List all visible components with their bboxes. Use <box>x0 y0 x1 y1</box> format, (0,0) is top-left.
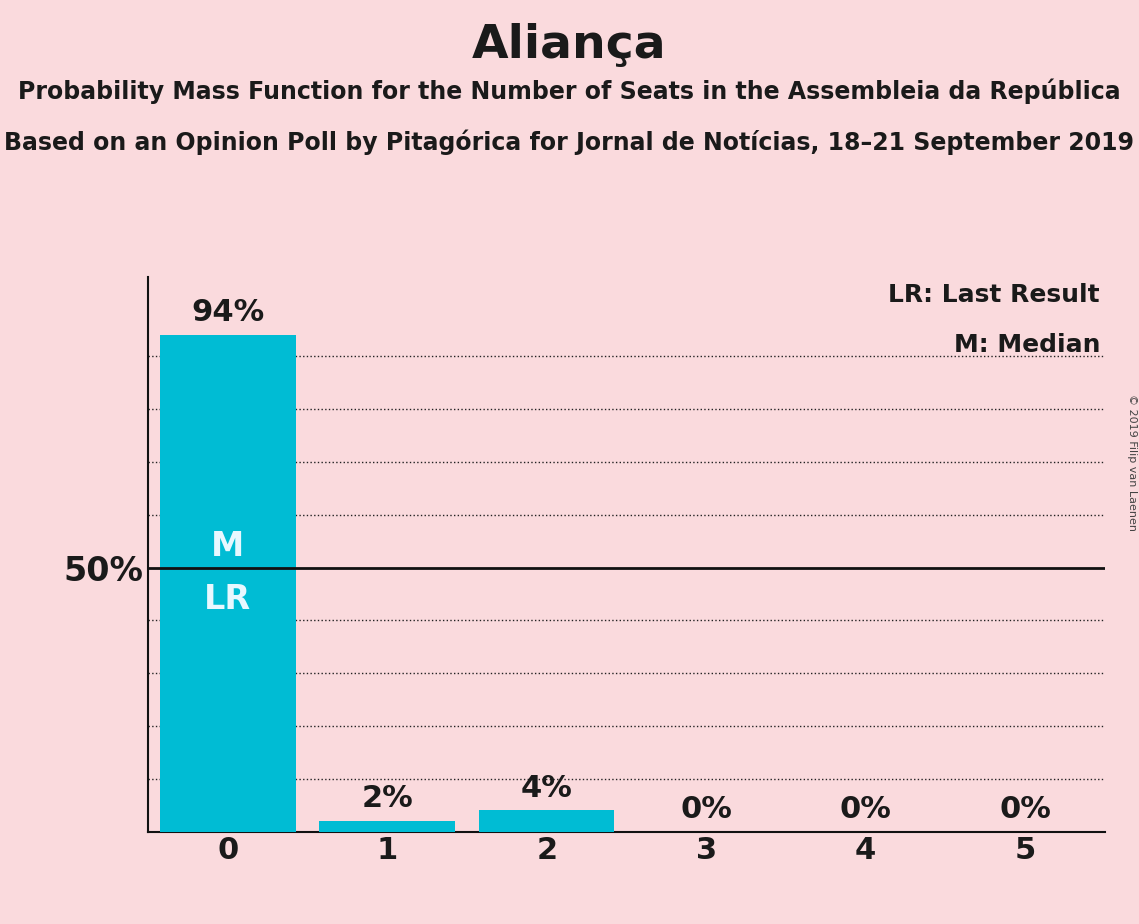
Bar <box>478 810 614 832</box>
Text: LR: Last Result: LR: Last Result <box>888 283 1100 307</box>
Text: Based on an Opinion Poll by Pitagórica for Jornal de Notícias, 18–21 September 2: Based on an Opinion Poll by Pitagórica f… <box>5 129 1134 155</box>
Text: M: Median: M: Median <box>953 333 1100 357</box>
Text: LR: LR <box>204 583 252 615</box>
Text: Aliança: Aliança <box>473 23 666 68</box>
Text: 4%: 4% <box>521 773 573 803</box>
Bar <box>319 821 454 832</box>
Text: 0%: 0% <box>999 795 1051 823</box>
Text: © 2019 Filip van Laenen: © 2019 Filip van Laenen <box>1126 394 1137 530</box>
Bar <box>159 335 295 832</box>
Text: 0%: 0% <box>680 795 732 823</box>
Text: M: M <box>211 530 245 563</box>
Text: Probability Mass Function for the Number of Seats in the Assembleia da República: Probability Mass Function for the Number… <box>18 79 1121 104</box>
Text: 94%: 94% <box>191 298 264 327</box>
Text: 2%: 2% <box>361 784 413 813</box>
Text: 0%: 0% <box>839 795 892 823</box>
